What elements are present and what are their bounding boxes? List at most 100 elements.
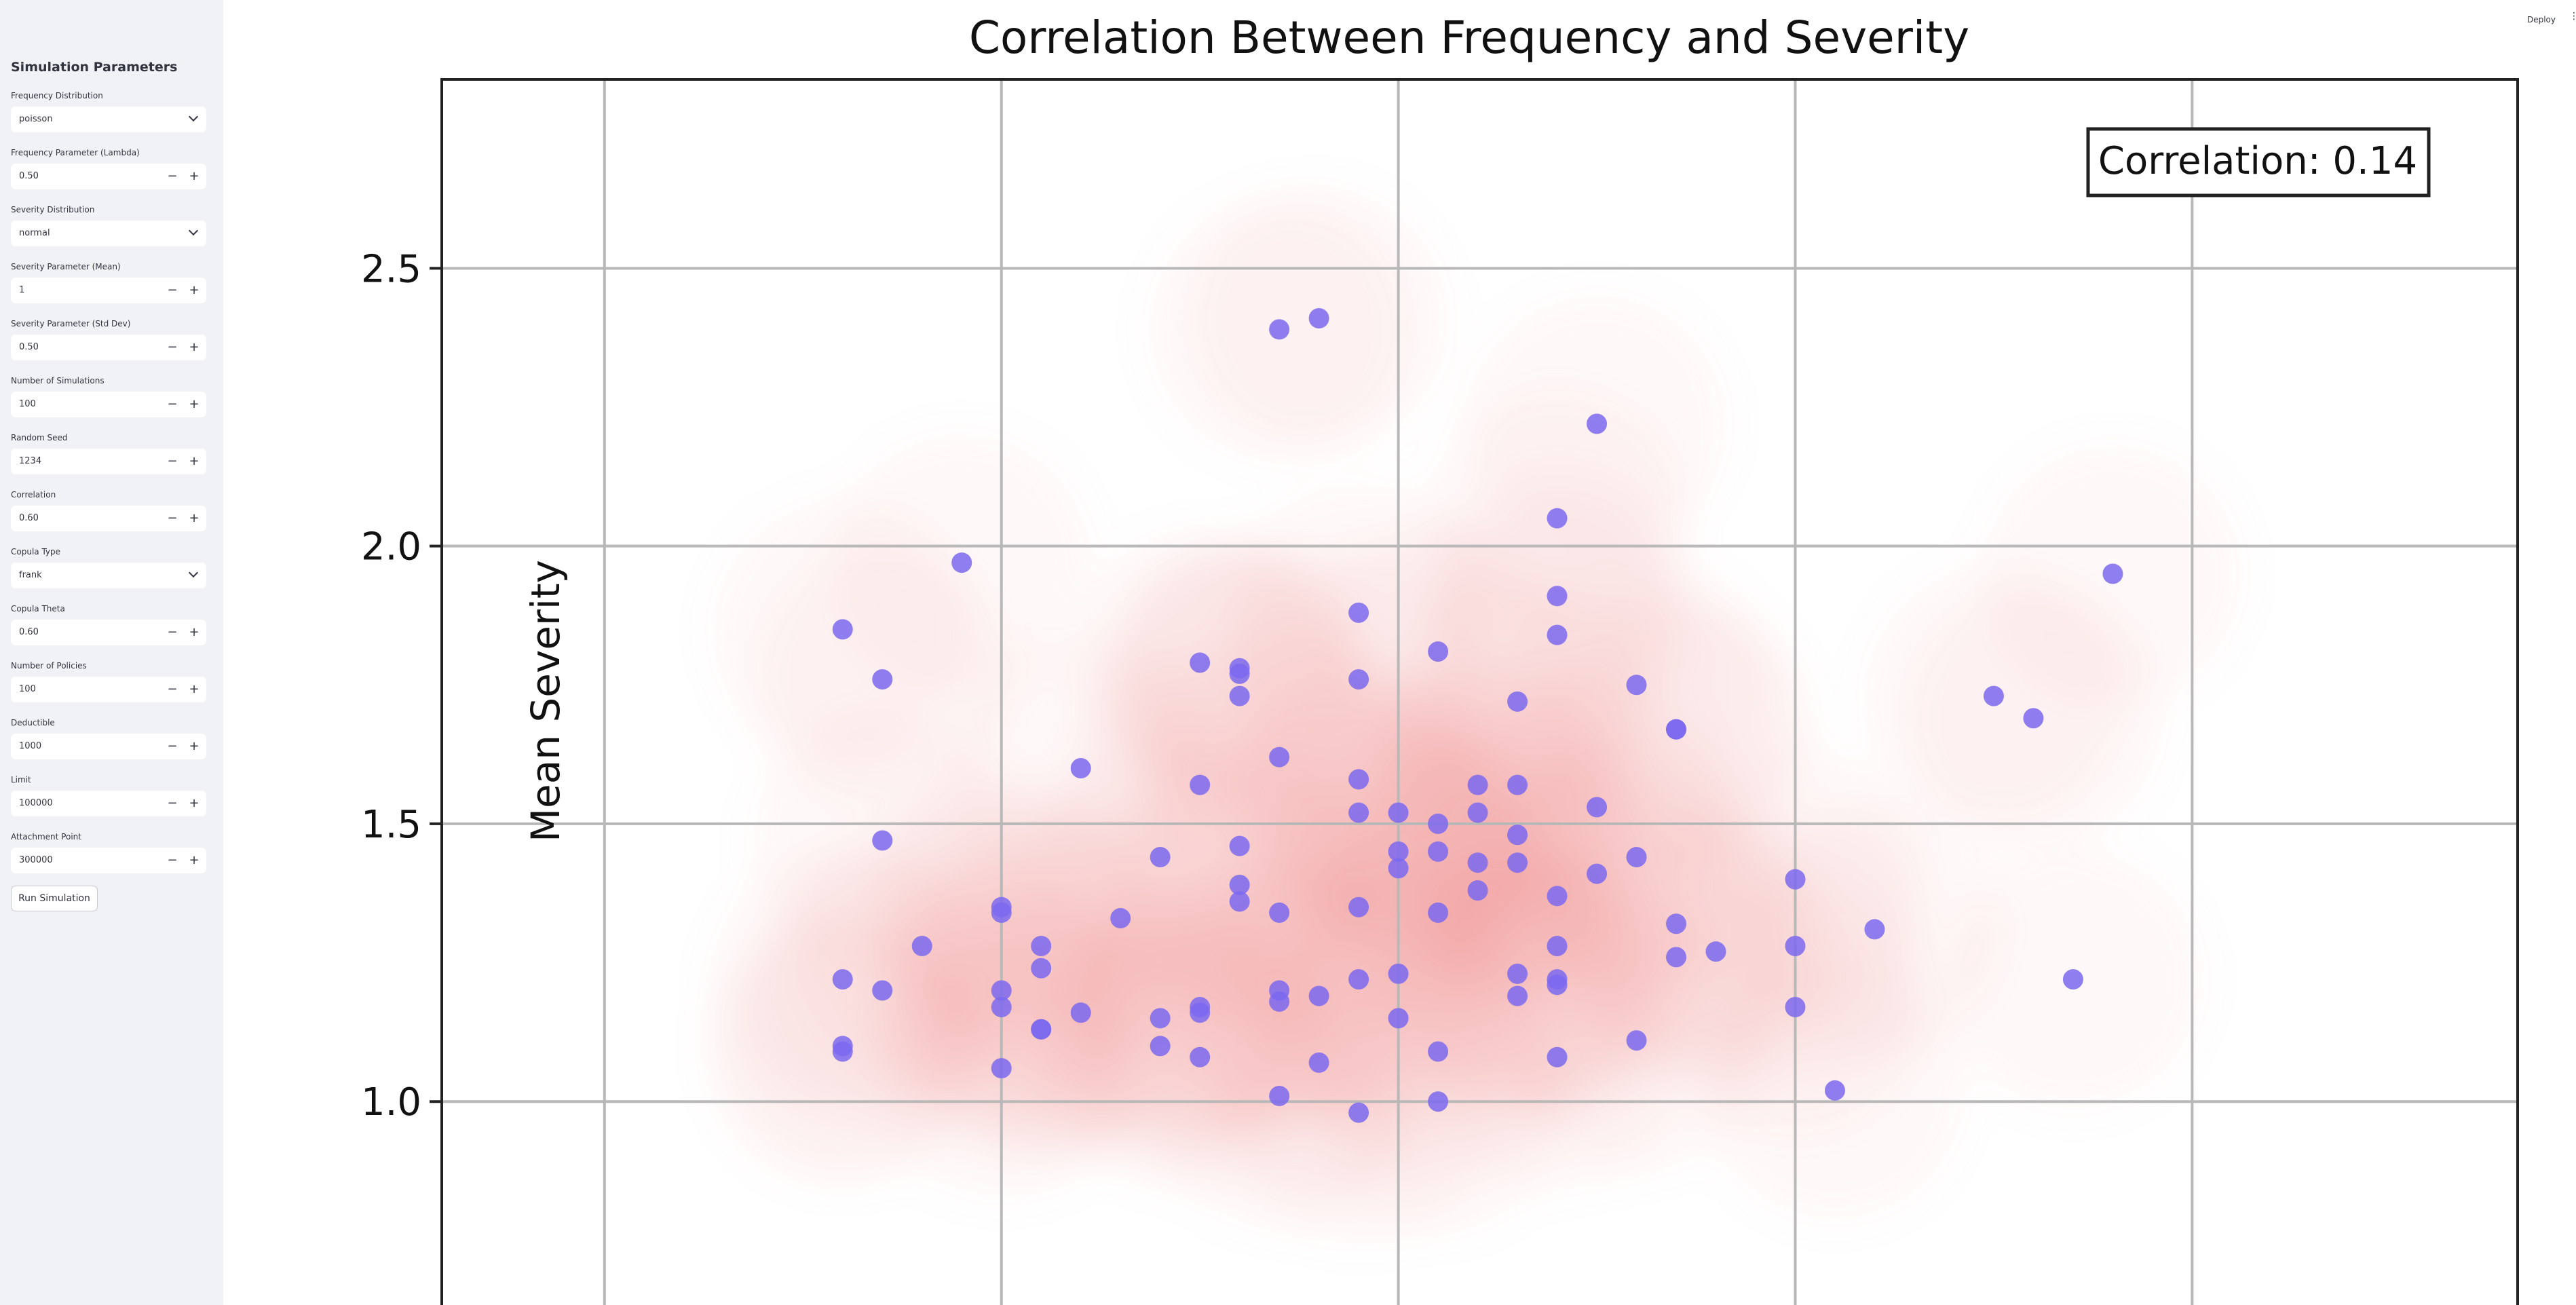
severity-parameter-mean-decrement-button[interactable]: − <box>167 283 178 297</box>
number-of-policies-increment-button[interactable]: + <box>189 682 200 696</box>
limit-decrement-button[interactable]: − <box>167 796 178 810</box>
scatter-point <box>872 669 893 690</box>
scatter-point <box>1428 902 1449 923</box>
scatter-point <box>1785 997 1806 1018</box>
scatter-point <box>1348 802 1369 823</box>
run-simulation-button[interactable]: Run Simulation <box>11 886 98 911</box>
scatter-point <box>1587 863 1608 884</box>
attachment-point-decrement-button[interactable]: − <box>167 853 178 867</box>
scatter-point <box>1388 802 1409 823</box>
correlation-value: 0.60 <box>19 513 39 523</box>
random-seed-value: 1234 <box>19 456 42 466</box>
scatter-point <box>1507 963 1528 984</box>
scatter-point <box>1269 991 1290 1012</box>
scatter-point <box>1507 774 1528 795</box>
scatter-point <box>1547 624 1568 645</box>
number-of-policies-label: Number of Policies <box>11 661 87 670</box>
y-tick-labels: 1.0 1.5 2.0 2.5 <box>361 247 421 1124</box>
severity-parameter-std-dev-increment-button[interactable]: + <box>189 340 200 354</box>
attachment-point-increment-button[interactable]: + <box>189 853 200 867</box>
scatter-point <box>2023 708 2044 729</box>
random-seed-increment-button[interactable]: + <box>189 454 200 468</box>
scatter-point <box>1348 969 1369 990</box>
limit-increment-button[interactable]: + <box>189 796 200 810</box>
copula-type-label: Copula Type <box>11 547 61 556</box>
frequency-parameter-lambda-increment-button[interactable]: + <box>189 169 200 183</box>
correlation-increment-button[interactable]: + <box>189 511 200 525</box>
frequency-parameter-lambda-input[interactable]: 0.50 − + <box>11 164 206 189</box>
scatter-point <box>1547 975 1568 996</box>
severity-parameter-mean-label: Severity Parameter (Mean) <box>11 262 121 271</box>
severity-parameter-std-dev-decrement-button[interactable]: − <box>167 340 178 354</box>
scatter-point <box>1507 985 1528 1006</box>
scatter-point <box>1229 663 1250 684</box>
frequency-parameter-lambda-decrement-button[interactable]: − <box>167 169 178 183</box>
scatter-point <box>1308 985 1329 1006</box>
attachment-point-value: 300000 <box>19 855 53 865</box>
scatter-point <box>1626 675 1647 696</box>
scatter-point <box>1587 797 1608 818</box>
scatter-point <box>1150 1008 1171 1029</box>
number-of-simulations-decrement-button[interactable]: − <box>167 397 178 411</box>
scatter-point <box>1269 902 1290 923</box>
scatter-point <box>1348 669 1369 690</box>
frequency-distribution-value: poisson <box>19 114 53 124</box>
scatter-point <box>1547 586 1568 607</box>
scatter-point <box>1666 913 1687 934</box>
random-seed-decrement-button[interactable]: − <box>167 454 178 468</box>
correlation-input[interactable]: 0.60 − + <box>11 506 206 531</box>
correlation-decrement-button[interactable]: − <box>167 511 178 525</box>
scatter-point <box>1031 1019 1052 1040</box>
scatter-point <box>991 980 1012 1001</box>
scatter-point <box>1110 908 1131 929</box>
scatter-point <box>1269 746 1290 768</box>
scatter-point <box>2102 563 2123 584</box>
random-seed-input[interactable]: 1234 − + <box>11 449 206 474</box>
grid-lines <box>430 79 2518 1305</box>
plot-frame <box>440 78 2519 1305</box>
severity-parameter-std-dev-input[interactable]: 0.50 − + <box>11 335 206 360</box>
deductible-decrement-button[interactable]: − <box>167 739 178 753</box>
deploy-button[interactable]: Deploy <box>2526 15 2556 24</box>
number-of-simulations-input[interactable]: 100 − + <box>11 392 206 417</box>
scatter-point <box>1070 1002 1091 1023</box>
chart-title: Correlation Between Frequency and Severi… <box>969 12 1969 64</box>
chevron-down-icon <box>188 225 199 236</box>
scatter-point <box>1666 947 1687 968</box>
scatter-point <box>1666 719 1687 740</box>
scatter-point <box>991 997 1012 1018</box>
scatter-point <box>1507 852 1528 873</box>
correlation-annotation-box <box>2086 127 2431 197</box>
scatter-point <box>1428 1041 1449 1062</box>
number-of-simulations-value: 100 <box>19 399 36 409</box>
scatter-point <box>1428 1091 1449 1112</box>
frequency-distribution-select[interactable]: poisson <box>11 107 206 132</box>
copula-theta-increment-button[interactable]: + <box>189 625 200 639</box>
scatter-point <box>1308 307 1329 328</box>
kde-density-contours <box>713 189 2242 1242</box>
y-axis-label: Mean Severity <box>523 560 569 842</box>
deductible-input[interactable]: 1000 − + <box>11 734 206 759</box>
copula-theta-decrement-button[interactable]: − <box>167 625 178 639</box>
scatter-point <box>1507 691 1528 712</box>
scatter-point <box>1269 319 1290 340</box>
copula-theta-input[interactable]: 0.60 − + <box>11 620 206 645</box>
scatter-point <box>1705 941 1726 962</box>
severity-parameter-mean-input[interactable]: 1 − + <box>11 278 206 303</box>
number-of-simulations-increment-button[interactable]: + <box>189 397 200 411</box>
chevron-down-icon <box>188 567 199 578</box>
deductible-label: Deductible <box>11 718 55 727</box>
number-of-policies-decrement-button[interactable]: − <box>167 682 178 696</box>
number-of-simulations-label: Number of Simulations <box>11 376 105 385</box>
copula-type-select[interactable]: frank <box>11 563 206 588</box>
scatter-point <box>1070 758 1091 779</box>
scatter-point <box>1229 874 1250 895</box>
severity-parameter-mean-value: 1 <box>19 285 25 295</box>
deductible-increment-button[interactable]: + <box>189 739 200 753</box>
severity-distribution-select[interactable]: normal <box>11 221 206 246</box>
severity-parameter-mean-increment-button[interactable]: + <box>189 283 200 297</box>
scatter-point <box>1388 1008 1409 1029</box>
limit-input[interactable]: 100000 − + <box>11 791 206 816</box>
attachment-point-input[interactable]: 300000 − + <box>11 848 206 873</box>
number-of-policies-input[interactable]: 100 − + <box>11 677 206 702</box>
